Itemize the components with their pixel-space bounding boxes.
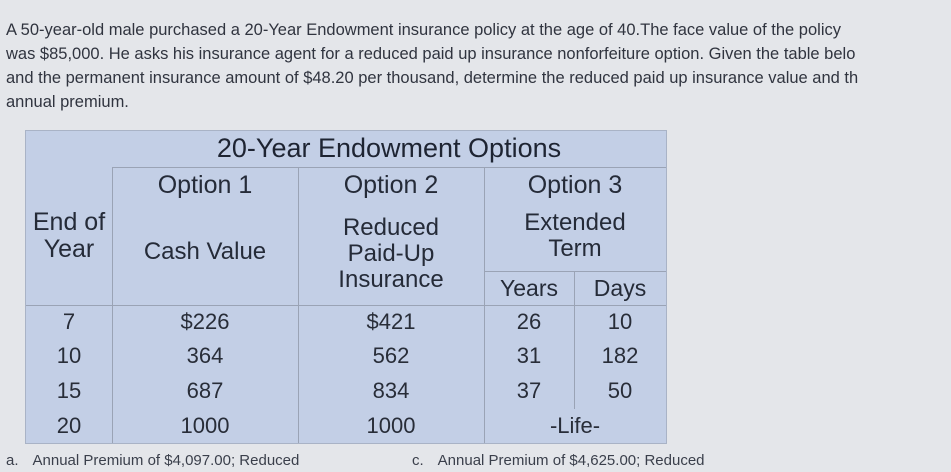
table-cell-ext-days: 50 xyxy=(607,378,633,404)
option1-subheader: Cash Value xyxy=(143,238,267,266)
years-header: Years xyxy=(500,274,558,301)
table-cell-cash: $226 xyxy=(180,309,230,335)
table-cell-year: 7 xyxy=(62,309,76,335)
option2-subheader: Reduced Paid-Up Insurance xyxy=(338,214,444,293)
table-cell-cash: 364 xyxy=(186,343,224,369)
table-cell-cash: 687 xyxy=(186,378,224,404)
answer-label: c. xyxy=(412,452,424,469)
table-cell-ext-life: -Life- xyxy=(549,413,601,439)
option3-subheader: Extended Term xyxy=(524,209,626,262)
divider xyxy=(574,271,575,409)
table-cell-ext-years: 31 xyxy=(516,343,542,369)
answer-option-a[interactable]: a. Annual Premium of $4,097.00; Reduced xyxy=(6,452,299,469)
table-cell-paidup: 1000 xyxy=(366,413,416,439)
question-line: was $85,000. He asks his insurance agent… xyxy=(6,45,856,63)
table-cell-paidup: 834 xyxy=(372,378,410,404)
table-title: 20-Year Endowment Options xyxy=(216,133,562,164)
question-line: and the permanent insurance amount of $4… xyxy=(6,69,859,87)
answer-text: Annual Premium of $4,097.00; Reduced xyxy=(32,452,300,469)
question-line: A 50-year-old male purchased a 20-Year E… xyxy=(6,21,841,39)
table-cell-paidup: 562 xyxy=(372,343,410,369)
table-cell-ext-days: 10 xyxy=(607,309,633,335)
table-cell-year: 15 xyxy=(56,378,82,404)
table-cell-paidup: $421 xyxy=(366,309,416,335)
option1-header: Option 1 xyxy=(157,170,253,199)
end-of-year-header: End of Year xyxy=(32,208,106,263)
divider xyxy=(112,167,666,168)
days-header: Days xyxy=(593,274,647,301)
option3-header: Option 3 xyxy=(527,170,623,199)
answer-choices: a. Annual Premium of $4,097.00; Reduced c… xyxy=(0,452,951,472)
divider xyxy=(484,271,666,272)
question-text: A 50-year-old male purchased a 20-Year E… xyxy=(6,18,951,114)
endowment-options-table: 20-Year Endowment Options End of Year Op… xyxy=(26,131,666,443)
answer-label: a. xyxy=(6,452,19,469)
table-cell-ext-years: 37 xyxy=(516,378,542,404)
option2-header: Option 2 xyxy=(343,170,439,199)
answer-option-c[interactable]: c. Annual Premium of $4,625.00; Reduced xyxy=(412,452,705,469)
table-cell-ext-years: 26 xyxy=(516,309,542,335)
table-cell-year: 20 xyxy=(56,413,82,439)
divider xyxy=(26,305,666,306)
answer-text: Annual Premium of $4,625.00; Reduced xyxy=(437,452,705,469)
table-cell-ext-days: 182 xyxy=(601,343,639,369)
question-line: annual premium. xyxy=(6,93,129,111)
table-cell-year: 10 xyxy=(56,343,82,369)
table-cell-cash: 1000 xyxy=(180,413,230,439)
